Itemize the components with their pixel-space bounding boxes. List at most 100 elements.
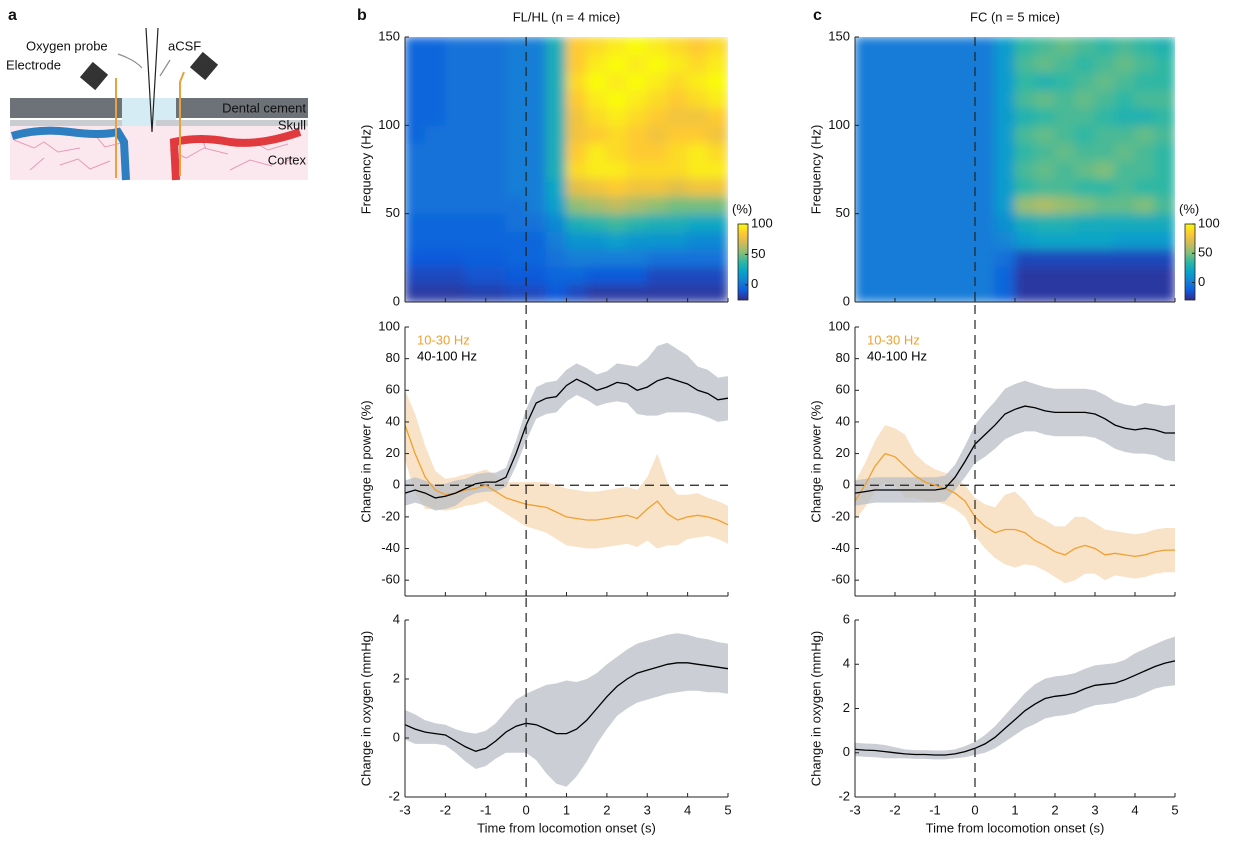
heatmap-cell [874,107,896,126]
heatmap-cell [626,71,648,91]
heatmap-cell [914,213,936,232]
heatmap-cell [646,37,668,56]
heatmap-cell [444,195,467,215]
heatmap-cell [1014,266,1036,285]
colorbar-label: (%) [1179,201,1199,216]
heatmap-cell [934,177,956,197]
heatmap-cell [894,213,916,232]
y-tick-label: 100 [378,117,400,132]
heatmap-cell [874,248,896,268]
heatmap-cell [994,142,1016,162]
heatmap-cell [525,177,547,197]
heatmap-cell [1014,177,1036,197]
heatmap-cell [1094,37,1116,56]
heatmap-cell [1134,283,1156,302]
heatmap-cell [666,230,689,250]
heatmap-cell [586,266,608,285]
heatmap-cell [1054,54,1076,73]
heatmap-cell [525,266,547,285]
heatmap-cell [666,142,689,162]
heatmap-cell [855,54,876,73]
heatmap-cell [606,142,628,162]
heatmap-cell [1134,195,1156,215]
heatmap-cell [1074,142,1096,162]
heatmap-cell [444,89,467,109]
electrode-wire [179,71,185,176]
heatmap-cell [1114,283,1136,302]
heatmap-cell [444,142,467,162]
panel-label: a [8,7,17,24]
heatmap-cell [1034,54,1056,73]
heatmap-cell [1034,160,1056,179]
heatmap-cell [1154,248,1175,268]
heatmap-cell [424,283,446,302]
dental-cement [176,98,308,118]
heatmap-cell [606,71,628,91]
heatmap-cell [1154,142,1175,162]
heatmap-cell [1114,124,1136,144]
y-tick-label: 2 [393,670,400,685]
heatmap-cell [566,248,588,268]
heatmap-cell [1154,195,1175,215]
heatmap-cell [707,142,728,162]
heatmap-cell [1154,160,1175,179]
dental-cement [10,98,122,118]
x-tick-label: 5 [1171,802,1178,817]
heatmap-cell [485,230,507,250]
heatmap-cell [894,89,916,109]
heatmap-cell [646,71,668,91]
heatmap-cell [646,142,668,162]
heatmap-cell [874,89,896,109]
heatmap-cell [687,160,709,179]
heatmap-cell [994,195,1016,215]
heatmap-cell [855,124,876,144]
legend-entry: 40-100 Hz [867,348,927,363]
x-tick-label: 5 [724,802,731,817]
heatmap-cell [666,213,689,232]
heatmap-cell [444,230,467,250]
heatmap-cell [1154,213,1175,232]
heatmap-cell [566,177,588,197]
heatmap-cell [707,71,728,91]
x-tick-label: 1 [563,802,570,817]
heatmap-cell [1014,248,1036,268]
heatmap-cell [525,107,547,126]
heatmap-cell [485,71,507,91]
heatmap-cell [545,283,567,302]
heatmap-cell [485,107,507,126]
heatmap-cell [707,107,728,126]
y-tick-label: 4 [393,611,400,626]
heatmap-cell [666,195,689,215]
heatmap-cell [646,213,668,232]
heatmap-cell [505,283,527,302]
heatmap-cell [1014,107,1036,126]
heatmap-cell [874,37,896,56]
heatmap-cell [1154,266,1175,285]
heatmap-cell [934,107,956,126]
heatmap-cell [424,160,446,179]
heatmap-cell [914,89,936,109]
heatmap-cell [424,71,446,91]
heatmap-cell [405,107,426,126]
heatmap-cell [894,124,916,144]
heatmap-cell [444,248,467,268]
heatmap-cell [545,142,567,162]
heatmap-cell [444,54,467,73]
heatmap-cell [505,124,527,144]
heatmap-cell [1134,213,1156,232]
heatmap-cell [1074,124,1096,144]
heatmap-cell [707,266,728,285]
electrode [79,61,109,91]
heatmap-cell [465,230,487,250]
x-tick-label: 2 [1051,802,1058,817]
line [854,660,1176,756]
heatmap-cell [444,107,467,126]
heatmap-cell [646,283,668,302]
y-tick-label: 40 [836,413,850,428]
heatmap-cell [1014,71,1036,91]
heatmap-cell [1134,124,1156,144]
heatmap-cell [626,248,648,268]
heatmap-cell [994,177,1016,197]
heatmap-cell [687,142,709,162]
y-tick-label: -20 [381,508,400,523]
